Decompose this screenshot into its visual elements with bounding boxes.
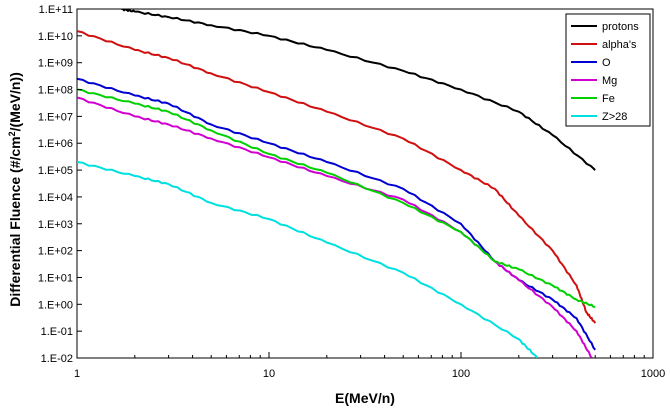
y-tick-label: 1.E+03 bbox=[38, 219, 73, 231]
legend-label: alpha's bbox=[602, 39, 637, 51]
series-layer bbox=[77, 9, 597, 358]
x-tick-label: 1 bbox=[74, 368, 80, 380]
y-axis-title-superscript: 2 bbox=[7, 131, 17, 136]
legend-label: Mg bbox=[602, 75, 617, 87]
x-axis-ticks: 1 10 100 1000 bbox=[74, 352, 665, 380]
y-tick-label: 1.E-01 bbox=[41, 326, 73, 338]
series-line-mg bbox=[77, 96, 593, 358]
y-axis-title-part-1: Differential Fluence (#/cm bbox=[7, 136, 23, 306]
plot-area-border bbox=[76, 8, 654, 359]
y-tick-label: 1.E+11 bbox=[39, 4, 73, 16]
y-tick-label: 1.E+07 bbox=[38, 111, 73, 123]
y-tick-label: 1.E+01 bbox=[38, 272, 73, 284]
y-tick-label: 1.E-02 bbox=[41, 353, 73, 365]
plot-frame bbox=[76, 8, 654, 359]
series-line-z-28 bbox=[77, 161, 539, 358]
series-line-o bbox=[77, 77, 596, 351]
x-tick-label: 1000 bbox=[641, 368, 665, 380]
y-tick-label: 1.E+02 bbox=[38, 246, 73, 258]
x-tick-label: 10 bbox=[263, 368, 275, 380]
x-axis-title: E(MeV/n) bbox=[335, 390, 395, 406]
series-line-protons bbox=[121, 9, 596, 171]
y-axis-title-part-2: /(MeV/n)) bbox=[7, 72, 23, 131]
series-line-alpha-s bbox=[77, 30, 597, 324]
legend: protons alpha's O Mg Fe Z>28 bbox=[565, 13, 651, 127]
legend-label: Z>28 bbox=[602, 111, 627, 123]
y-tick-label: 1.E+04 bbox=[38, 192, 73, 204]
y-tick-label: 1.E+10 bbox=[38, 31, 73, 43]
series-line-fe bbox=[77, 88, 596, 308]
y-tick-label: 1.E+08 bbox=[38, 85, 73, 97]
y-tick-label: 1.E+00 bbox=[38, 299, 73, 311]
y-tick-label: 1.E+09 bbox=[38, 58, 73, 70]
legend-label: protons bbox=[602, 21, 639, 33]
y-axis-title: Differential Fluence (#/cm2/(MeV/n)) bbox=[7, 72, 23, 307]
x-tick-label: 100 bbox=[452, 368, 470, 380]
legend-label: Fe bbox=[602, 93, 615, 105]
legend-box bbox=[565, 13, 651, 127]
y-axis-ticks: 1.E+11 1.E+10 1.E+09 1.E+08 1.E+07 1.E+06 1.E+… bbox=[38, 4, 82, 365]
y-tick-label: 1.E+06 bbox=[38, 138, 73, 150]
legend-label: O bbox=[602, 57, 611, 69]
y-tick-label: 1.E+05 bbox=[38, 165, 73, 177]
